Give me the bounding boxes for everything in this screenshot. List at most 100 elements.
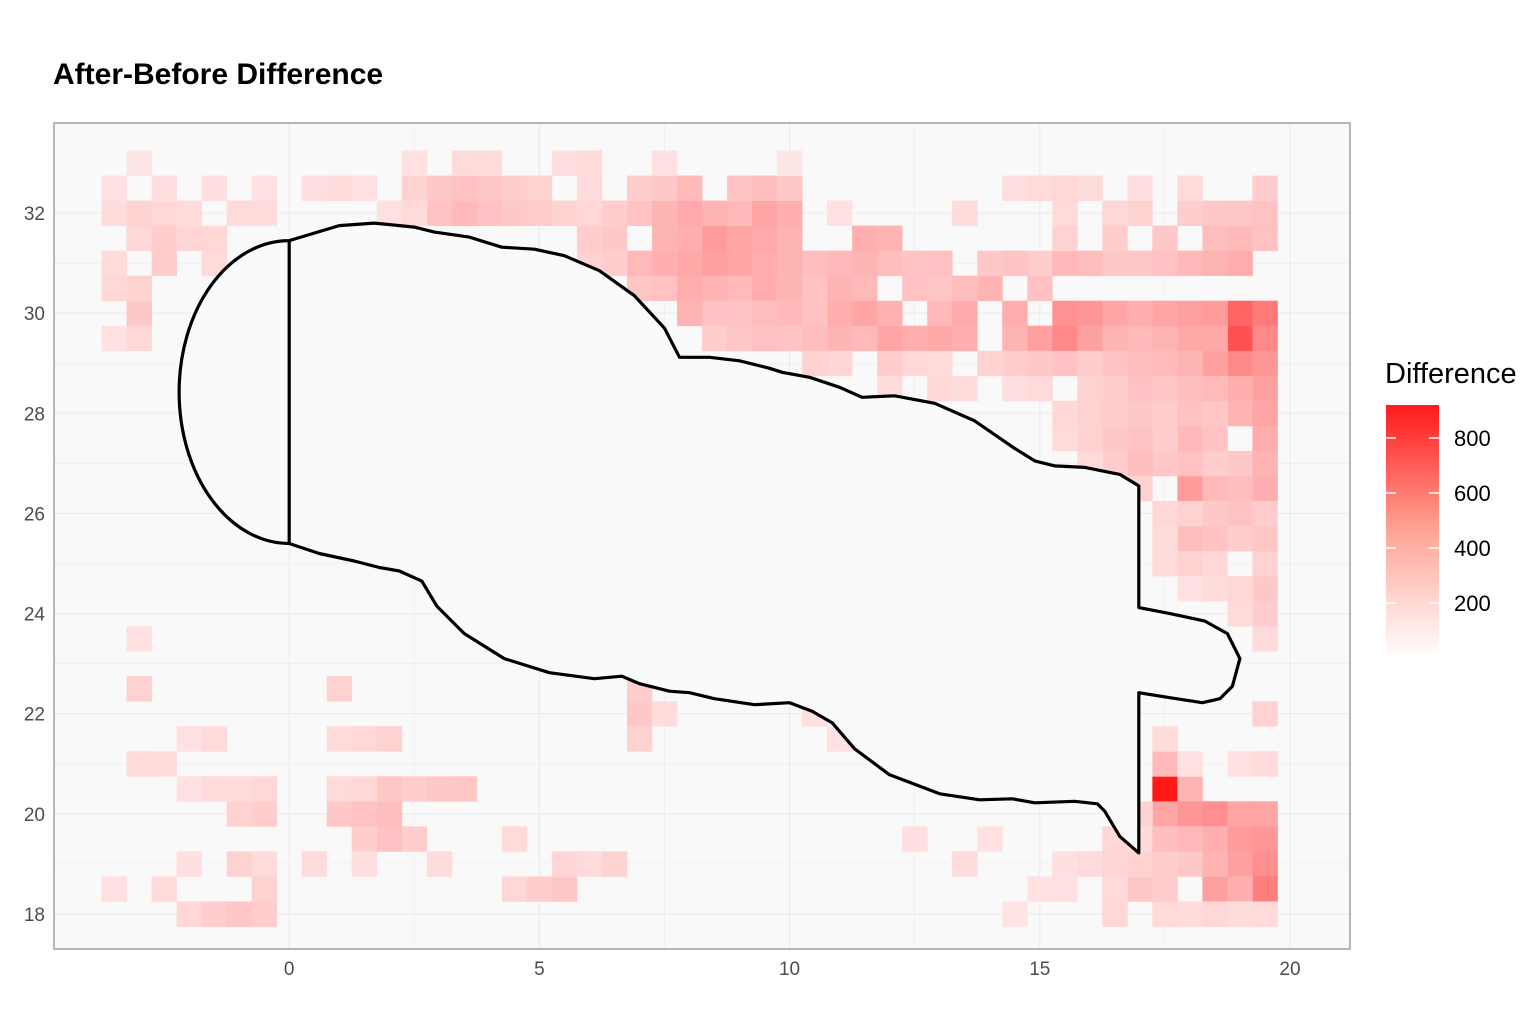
heatmap-cell <box>501 876 528 902</box>
heatmap-cell <box>1202 901 1228 927</box>
heatmap-cell <box>1177 801 1203 827</box>
heatmap-cell <box>1227 576 1253 602</box>
heatmap-cell <box>1102 400 1128 427</box>
heatmap-cell <box>151 250 177 277</box>
heatmap-cell <box>1102 901 1128 927</box>
heatmap-cell <box>927 350 953 377</box>
heatmap-cell <box>827 350 853 377</box>
heatmap-cell <box>476 200 503 227</box>
heatmap-cell <box>326 801 353 827</box>
heatmap-cell <box>101 250 127 277</box>
heatmap-cell <box>651 150 678 176</box>
heatmap-cell <box>451 175 478 201</box>
heatmap-cell <box>1177 525 1203 552</box>
heatmap-cell <box>1252 901 1278 927</box>
heatmap-cell <box>1052 425 1078 452</box>
heatmap-cell <box>401 826 428 852</box>
heatmap-cell <box>126 325 152 352</box>
heatmap-cell <box>126 300 152 327</box>
heatmap-cell <box>1227 500 1253 527</box>
heatmap-cell <box>1127 175 1153 201</box>
heatmap-cell <box>927 325 953 352</box>
heatmap-cell <box>1152 901 1178 927</box>
heatmap-cell <box>727 225 753 252</box>
heatmap-cell <box>1202 475 1228 502</box>
heatmap-cell <box>401 776 428 802</box>
heatmap-cell <box>1102 325 1128 352</box>
x-tick-label: 0 <box>284 959 295 980</box>
heatmap-cell <box>1177 475 1203 502</box>
heatmap-cell <box>1127 350 1153 377</box>
heatmap-cell <box>151 225 177 252</box>
heatmap-cell <box>927 250 953 277</box>
heatmap-cell <box>626 726 653 752</box>
heatmap-cell <box>1252 751 1278 777</box>
heatmap-cell <box>251 901 278 927</box>
heatmap-cell <box>226 801 253 827</box>
heatmap-cell <box>1002 350 1028 377</box>
heatmap-cell <box>927 375 953 402</box>
heatmap-cell <box>601 250 628 277</box>
chart-title: After-Before Difference <box>53 58 383 91</box>
heatmap-cell <box>651 701 678 727</box>
heatmap-cell <box>1027 325 1053 352</box>
heatmap-cell <box>1027 175 1053 201</box>
heatmap-cell <box>176 776 203 802</box>
x-axis: 0 5 10 15 20 <box>284 959 1301 980</box>
heatmap-cell <box>852 325 878 352</box>
heatmap-cell <box>551 876 578 902</box>
heatmap-cell <box>1252 851 1278 877</box>
heatmap-cell <box>1002 300 1028 327</box>
heatmap-cell <box>1052 175 1078 201</box>
heatmap-cell <box>927 275 953 302</box>
heatmap-cell <box>626 701 653 727</box>
heatmap-cell <box>451 776 478 802</box>
heatmap-cell <box>426 851 453 877</box>
heatmap-cell <box>752 250 778 277</box>
heatmap-cell <box>1077 375 1103 402</box>
heatmap-cells <box>101 150 1278 927</box>
heatmap-cell <box>952 275 978 302</box>
heatmap-cell <box>1002 901 1028 927</box>
heatmap-cell <box>1227 350 1253 377</box>
y-tick-label: 26 <box>24 504 45 525</box>
heatmap-cell <box>1152 500 1178 527</box>
heatmap-cell <box>251 200 278 227</box>
heatmap-cell <box>326 776 353 802</box>
heatmap-cell <box>1177 325 1203 352</box>
heatmap-cell <box>1202 450 1228 477</box>
heatmap-cell <box>1177 551 1203 577</box>
x-tick-label: 5 <box>534 959 545 980</box>
y-tick-label: 32 <box>24 204 45 225</box>
heatmap-cell <box>126 225 152 252</box>
heatmap-cell <box>1002 175 1028 201</box>
heatmap-cell <box>1077 350 1103 377</box>
heatmap-cell <box>1152 726 1178 752</box>
heatmap-cell <box>1152 801 1178 827</box>
heatmap-cell <box>351 776 378 802</box>
heatmap-cell <box>1252 525 1278 552</box>
heatmap-cell <box>1127 250 1153 277</box>
heatmap-cell <box>802 275 828 302</box>
heatmap-cell <box>1202 500 1228 527</box>
heatmap-cell <box>251 175 278 201</box>
heatmap-cell <box>1202 576 1228 602</box>
heatmap-cell <box>351 175 378 201</box>
heatmap-cell <box>1177 375 1203 402</box>
heatmap-cell <box>501 200 528 227</box>
heatmap-cell <box>702 200 728 227</box>
heatmap-cell <box>777 275 803 302</box>
heatmap-cell <box>1152 450 1178 477</box>
heatmap-cell <box>1027 350 1053 377</box>
heatmap-cell <box>151 200 177 227</box>
heatmap-cell <box>1227 300 1253 327</box>
heatmap-cell <box>351 726 378 752</box>
heatmap-cell <box>1152 776 1178 802</box>
heatmap-cell <box>827 275 853 302</box>
heatmap-cell <box>1152 325 1178 352</box>
heatmap-cell <box>1152 300 1178 327</box>
heatmap-cell <box>1177 826 1203 852</box>
heatmap-cell <box>1077 400 1103 427</box>
heatmap-cell <box>752 200 778 227</box>
legend-tick-label: 400 <box>1454 536 1491 561</box>
